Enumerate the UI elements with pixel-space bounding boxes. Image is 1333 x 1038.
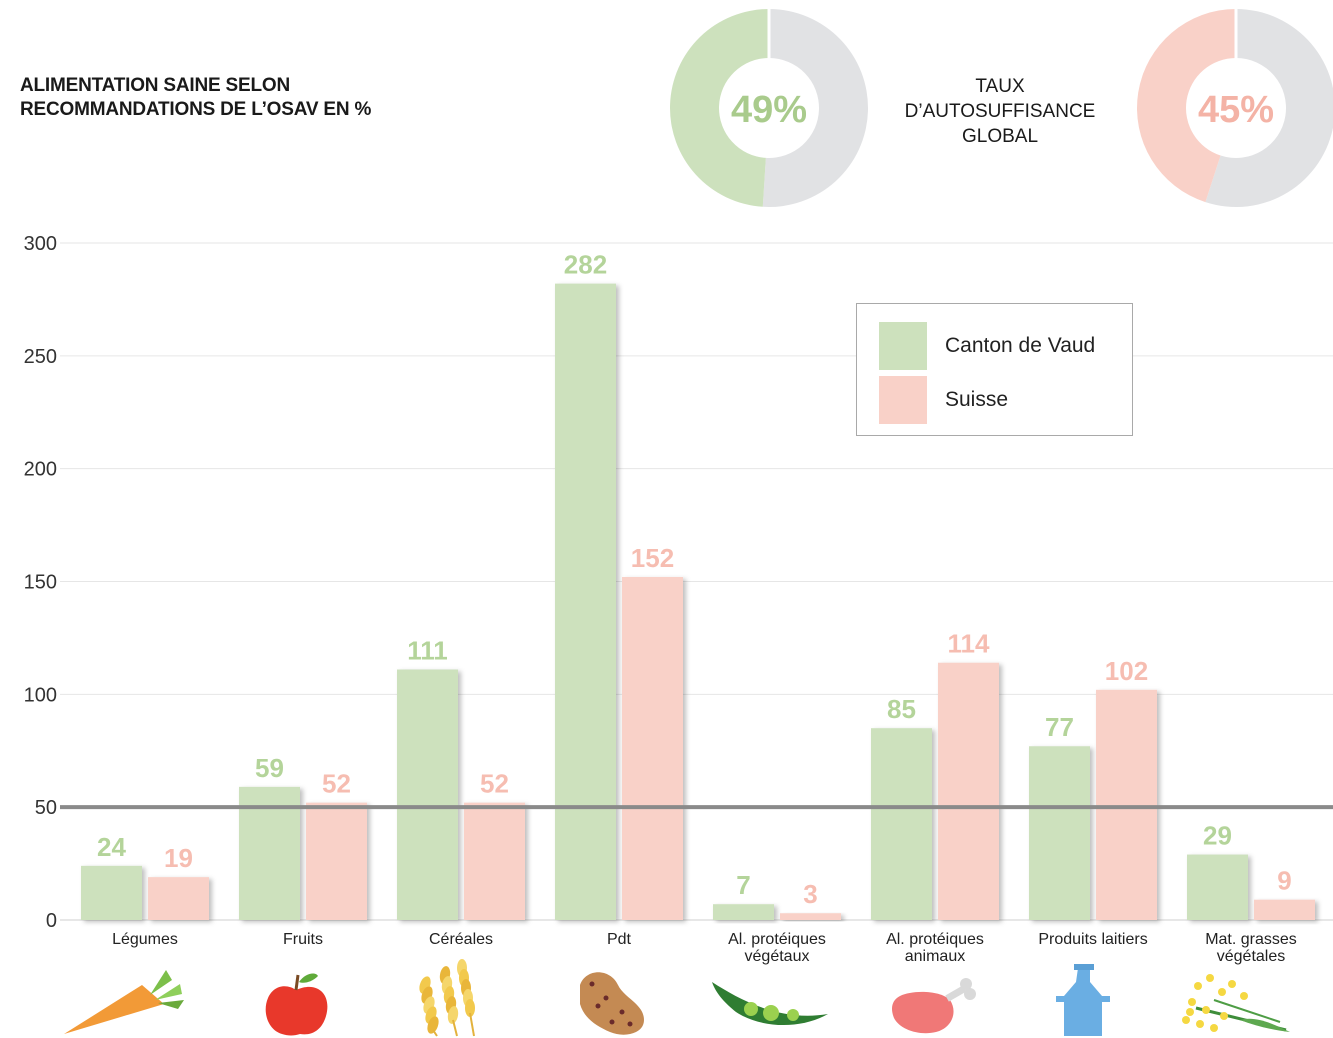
category-label: végétales (1217, 948, 1286, 965)
donut-1-remainder (762, 9, 869, 207)
bar-vaud (397, 669, 458, 920)
legend-label-vaud: Canton de Vaud (945, 334, 1096, 357)
chart-title-line1: ALIMENTATION SAINE SELON (20, 75, 290, 96)
donut-1: 49% (670, 8, 869, 207)
value-label-suisse: 114 (948, 629, 990, 659)
self-sufficiency-label: TAUX D’AUTOSUFFISANCE GLOBAL (885, 74, 1115, 149)
bar-suisse (622, 576, 683, 920)
category-label: Fruits (283, 931, 323, 948)
donut-1-share (670, 9, 769, 207)
donut-2-value: 45% (1198, 89, 1274, 131)
donut-2-share (1137, 9, 1236, 203)
category-label: Céréales (429, 931, 493, 948)
bar-suisse (1096, 689, 1157, 920)
self-sufficiency-label-line1: TAUX (975, 76, 1025, 97)
meat-icon (892, 978, 976, 1034)
apple-icon (265, 973, 328, 1036)
value-label-suisse: 19 (164, 843, 193, 873)
bar-vaud (555, 283, 616, 920)
self-sufficiency-label-line3: GLOBAL (961, 126, 1039, 147)
bar-vaud (1187, 854, 1248, 920)
value-label-vaud: 59 (255, 753, 284, 783)
bar-vaud (713, 904, 774, 920)
category-label: animaux (905, 948, 965, 965)
value-label-vaud: 7 (736, 870, 750, 900)
category-label: Légumes (112, 931, 178, 948)
value-label-vaud: 77 (1045, 712, 1074, 742)
donut-2-remainder (1205, 9, 1333, 207)
y-tick-label: 150 (24, 572, 57, 594)
rapeseed-icon (1182, 974, 1290, 1032)
bar-suisse (148, 877, 209, 920)
bar-suisse (938, 662, 999, 920)
value-label-suisse: 9 (1277, 866, 1291, 896)
wheat-icon (419, 959, 475, 1037)
category-label: Mat. grasses (1205, 931, 1297, 948)
category-label: Produits laitiers (1038, 931, 1147, 948)
value-label-suisse: 3 (803, 879, 817, 909)
bar-suisse (464, 802, 525, 920)
potato-icon (580, 972, 644, 1035)
value-label-vaud: 85 (887, 694, 916, 724)
bar-suisse (780, 913, 841, 920)
self-sufficiency-label-line2: D’AUTOSUFFISANCE (904, 101, 1096, 122)
legend-swatch-vaud (879, 322, 927, 370)
value-label-vaud: 29 (1203, 821, 1232, 851)
category-label: végétaux (745, 948, 810, 965)
y-tick-label: 250 (24, 346, 57, 368)
donut-2: 45% (1137, 8, 1333, 207)
chart-title: ALIMENTATION SAINE SELON RECOMMANDATIONS… (20, 74, 371, 122)
chart-title-line2: RECOMMANDATIONS DE L’OSAV EN % (20, 99, 372, 120)
value-label-suisse: 52 (480, 769, 509, 799)
bar-suisse (1254, 899, 1315, 920)
value-label-suisse: 152 (631, 543, 674, 573)
value-label-suisse: 102 (1105, 656, 1148, 686)
bar-suisse (306, 802, 367, 920)
y-tick-label: 50 (35, 797, 57, 819)
y-tick-label: 200 (24, 459, 57, 481)
y-tick-label: 0 (46, 910, 57, 932)
bar-vaud (81, 865, 142, 920)
category-label: Al. protéiques (886, 931, 984, 948)
donut-1-value: 49% (731, 89, 807, 131)
category-label: Al. protéiques (728, 931, 826, 948)
legend-label-suisse: Suisse (945, 388, 1009, 411)
carrot-icon (64, 970, 184, 1034)
value-label-vaud: 111 (407, 636, 448, 666)
legend-swatch-suisse (879, 376, 927, 424)
value-label-vaud: 282 (564, 250, 607, 280)
y-tick-label: 300 (24, 233, 57, 255)
bar-vaud (871, 728, 932, 920)
value-label-vaud: 24 (97, 832, 126, 862)
value-label-suisse: 52 (322, 769, 351, 799)
y-tick-label: 100 (24, 684, 57, 706)
milk-can-icon (1056, 964, 1110, 1036)
legend: Canton de Vaud Suisse (856, 303, 1133, 436)
category-label: Pdt (607, 931, 632, 948)
bar-vaud (1029, 746, 1090, 920)
pea-pod-icon (712, 982, 828, 1026)
